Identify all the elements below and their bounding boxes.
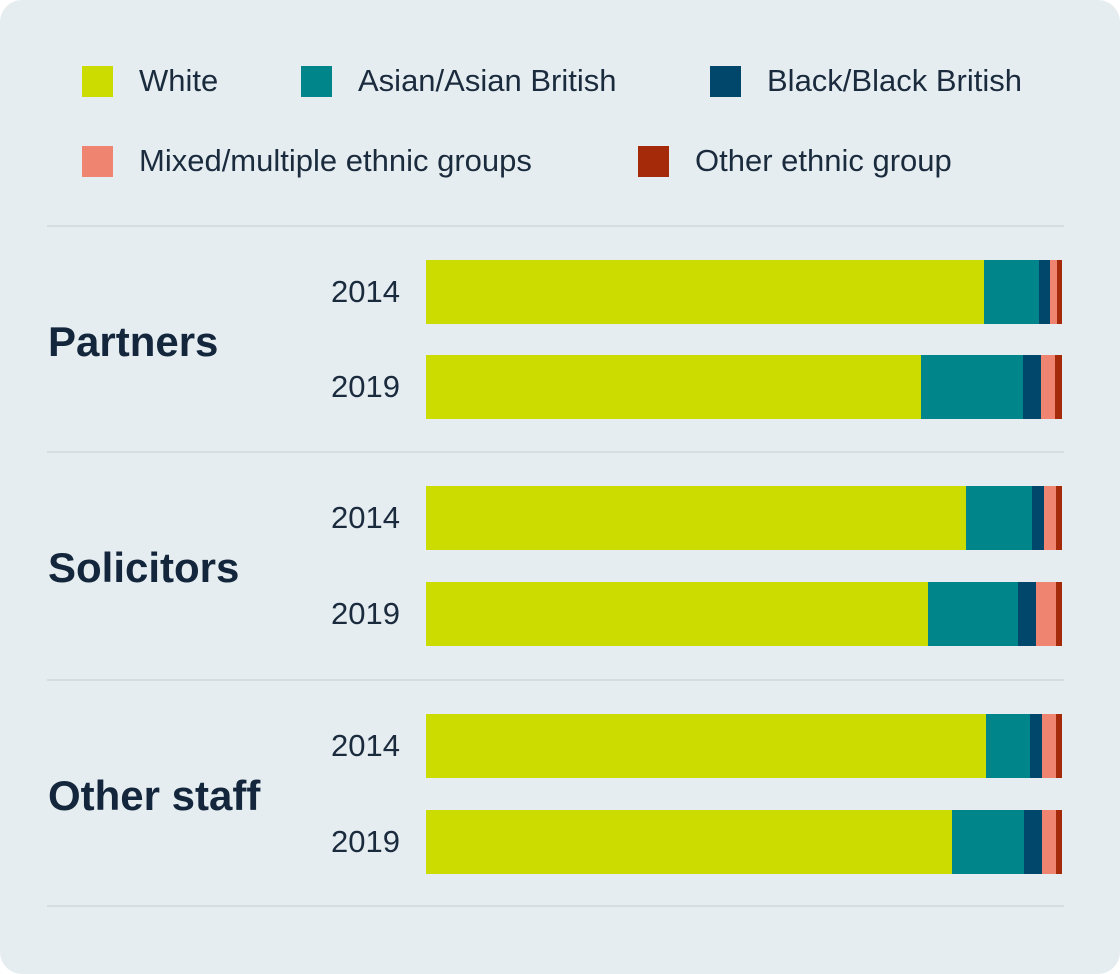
- bar-segment-mixed: [1042, 810, 1056, 874]
- bar-segment-asian: [921, 355, 1023, 419]
- bar-segment-white: [426, 486, 966, 550]
- bar-segment-white: [426, 260, 984, 324]
- legend-swatch-white: [82, 65, 113, 97]
- bar-segment-black: [1030, 714, 1042, 778]
- divider: [47, 225, 1064, 227]
- bar-segment-asian: [952, 810, 1024, 874]
- bar-segment-other: [1056, 486, 1062, 550]
- divider: [47, 451, 1064, 453]
- bar-segment-mixed: [1036, 582, 1056, 646]
- year-label: 2019: [331, 596, 400, 631]
- bar-segment-asian: [966, 486, 1032, 550]
- bar-segment-black: [1018, 582, 1036, 646]
- stacked-bar: [426, 714, 1062, 778]
- bar-segment-black: [1024, 810, 1042, 874]
- year-label: 2019: [331, 369, 400, 404]
- bar-segment-other: [1056, 714, 1062, 778]
- bar-segment-other: [1055, 355, 1062, 419]
- group-label-partners: Partners: [48, 318, 219, 365]
- legend-label-white: White: [139, 63, 219, 98]
- year-label: 2014: [331, 728, 400, 763]
- year-label: 2019: [331, 824, 400, 859]
- bar-segment-other: [1056, 810, 1062, 874]
- bar-segment-mixed: [1050, 260, 1057, 324]
- bar-segment-other: [1057, 260, 1062, 324]
- bar-segment-mixed: [1044, 486, 1056, 550]
- bar-segment-other: [1056, 582, 1062, 646]
- year-label: 2014: [331, 500, 400, 535]
- legend-swatch-mixed: [82, 145, 113, 177]
- bar-segment-black: [1032, 486, 1044, 550]
- group-label-other-staff: Other staff: [48, 772, 261, 819]
- bar-segment-white: [426, 355, 921, 419]
- bar-segment-white: [426, 582, 928, 646]
- year-label: 2014: [331, 274, 400, 309]
- legend-swatch-black: [710, 65, 741, 97]
- legend-label-mixed: Mixed/multiple ethnic groups: [139, 143, 532, 178]
- stacked-bar: [426, 355, 1062, 419]
- legend-item-white: White: [82, 63, 219, 98]
- legend-item-mixed: Mixed/multiple ethnic groups: [82, 143, 532, 178]
- legend-swatch-asian: [301, 65, 332, 97]
- legend-label-black: Black/Black British: [767, 63, 1022, 98]
- legend-item-other: Other ethnic group: [638, 143, 952, 178]
- divider: [47, 679, 1064, 681]
- divider: [47, 905, 1064, 907]
- legend-label-asian: Asian/Asian British: [358, 63, 617, 98]
- bar-segment-white: [426, 714, 986, 778]
- legend-item-asian: Asian/Asian British: [301, 63, 617, 98]
- bar-segment-white: [426, 810, 952, 874]
- bar-segment-asian: [986, 714, 1030, 778]
- group-label-solicitors: Solicitors: [48, 544, 240, 591]
- legend-item-black: Black/Black British: [710, 63, 1022, 98]
- legend-swatch-other: [638, 145, 669, 177]
- bar-segment-mixed: [1041, 355, 1055, 419]
- stacked-bar: [426, 582, 1062, 646]
- stacked-bar: [426, 260, 1062, 324]
- bar-segment-asian: [928, 582, 1018, 646]
- legend-label-other: Other ethnic group: [695, 143, 952, 178]
- stacked-bar: [426, 810, 1062, 874]
- bar-segment-black: [1039, 260, 1050, 324]
- stacked-bar: [426, 486, 1062, 550]
- bar-segment-asian: [984, 260, 1039, 324]
- bar-segment-mixed: [1042, 714, 1056, 778]
- bar-segment-black: [1023, 355, 1041, 419]
